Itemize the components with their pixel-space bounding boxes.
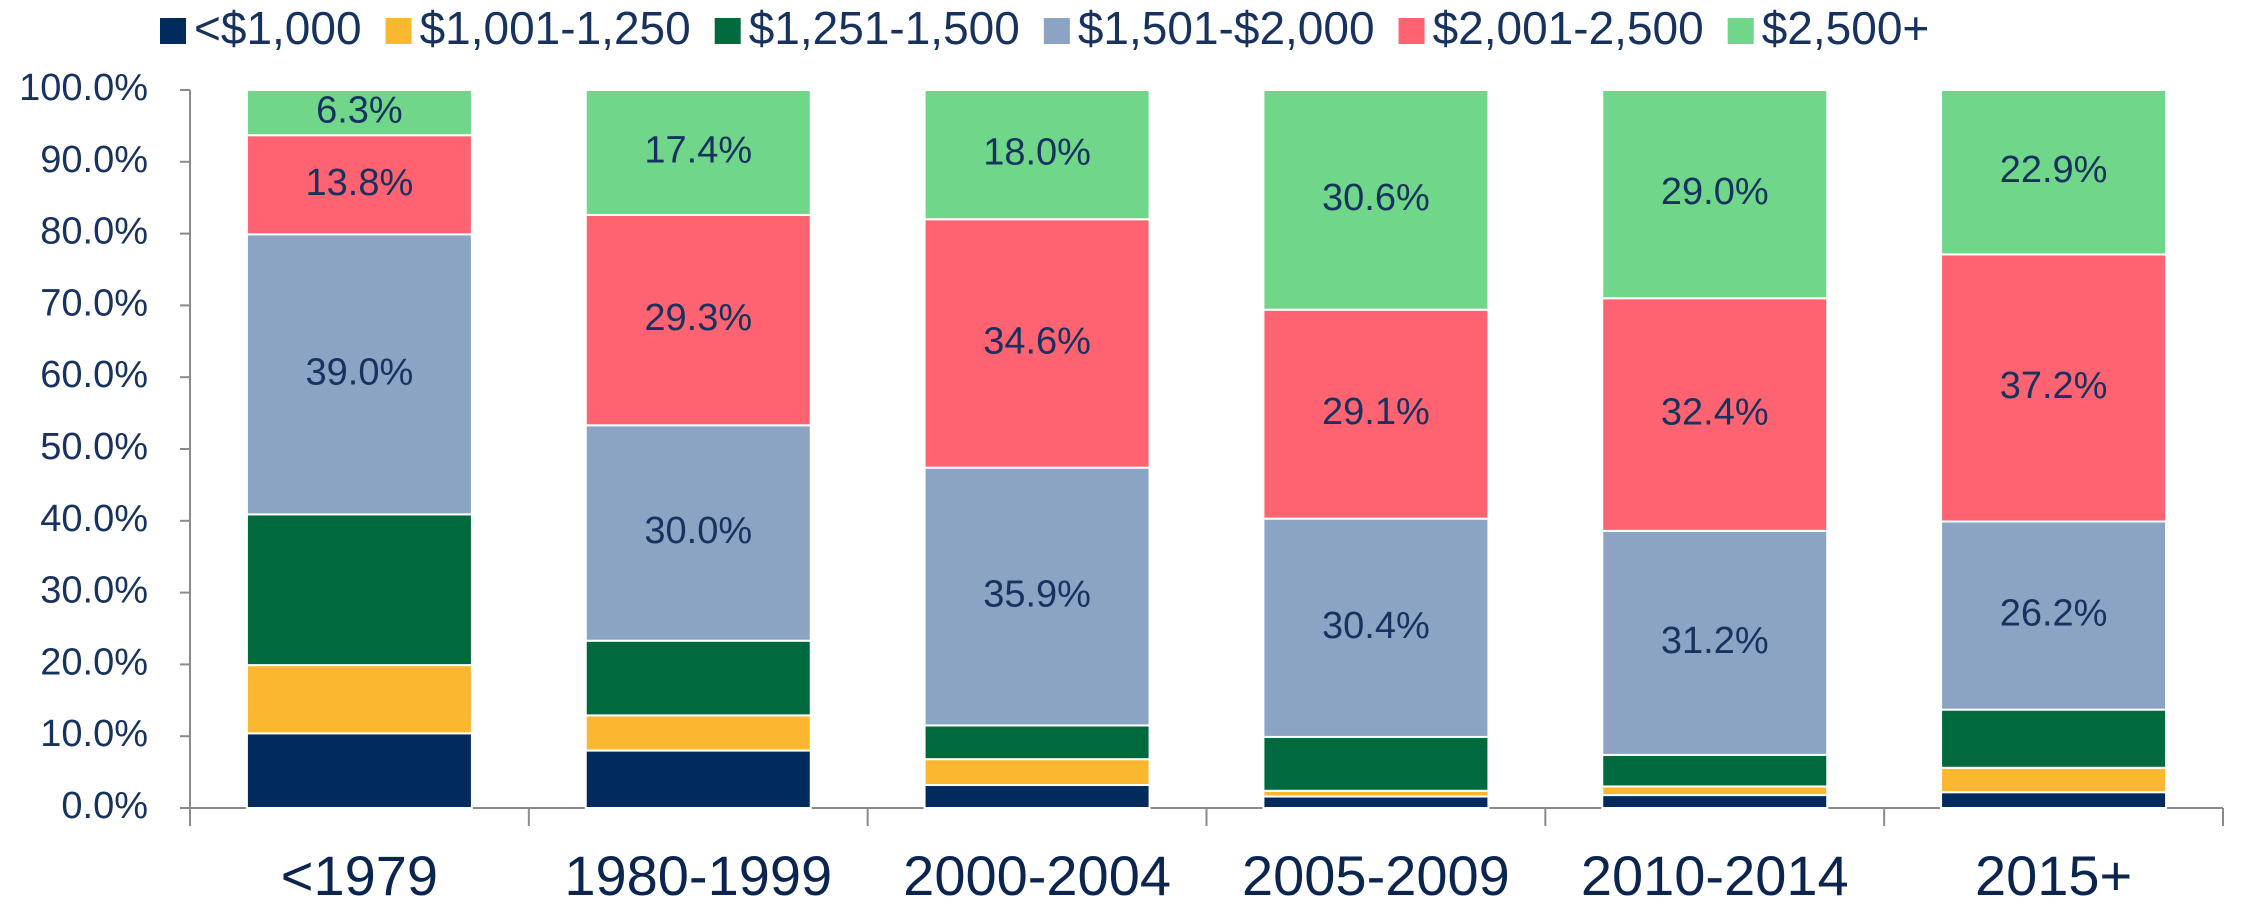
legend-swatch xyxy=(385,18,412,44)
data-label: 26.2% xyxy=(2000,593,2108,635)
bar-segment xyxy=(1940,89,2168,256)
bar-segment xyxy=(1601,89,1829,300)
data-label: 18.0% xyxy=(983,132,1091,174)
data-label: 29.0% xyxy=(1661,171,1769,213)
bar-segment xyxy=(245,233,473,516)
x-tick-label: 2000-2004 xyxy=(903,844,1171,907)
bar-segment xyxy=(923,89,1151,221)
y-tick-label: 30.0% xyxy=(40,570,148,612)
y-tick-label: 100.0% xyxy=(19,67,148,109)
y-tick-label: 70.0% xyxy=(40,282,148,324)
bar-segment xyxy=(245,89,473,137)
bar-segment xyxy=(1262,89,1490,311)
bar-segment xyxy=(923,218,1151,469)
data-label: 39.0% xyxy=(306,351,414,393)
y-tick-label: 60.0% xyxy=(40,354,148,396)
bar-segment xyxy=(1262,795,1490,810)
y-tick-label: 20.0% xyxy=(40,641,148,683)
bar-segment xyxy=(1601,794,1829,809)
bar-segment xyxy=(584,89,812,216)
data-label: 22.9% xyxy=(2000,149,2108,191)
y-tick-label: 80.0% xyxy=(40,211,148,253)
data-label: 30.0% xyxy=(644,510,752,552)
legend-label: $1,251-1,500 xyxy=(749,2,1020,54)
data-label: 32.4% xyxy=(1661,392,1769,434)
data-label: 34.6% xyxy=(983,320,1091,362)
bar-segment xyxy=(923,758,1151,787)
data-label: 13.8% xyxy=(306,162,414,204)
data-label: 35.9% xyxy=(983,574,1091,616)
data-label: 30.4% xyxy=(1322,605,1430,647)
data-label: 17.4% xyxy=(644,129,752,171)
bar-segment xyxy=(923,784,1151,809)
bar-segment xyxy=(245,732,473,809)
bar-segment xyxy=(1601,297,1829,532)
bar-segment xyxy=(245,513,473,667)
bar-segment xyxy=(584,749,812,809)
bar-segment xyxy=(1601,753,1829,788)
bar-segment xyxy=(1940,791,2168,809)
y-tick-label: 0.0% xyxy=(61,785,148,827)
bar-segment xyxy=(584,424,812,642)
data-label: 30.6% xyxy=(1322,177,1430,219)
y-tick-label: 10.0% xyxy=(40,713,148,755)
bar-segment xyxy=(245,134,473,236)
x-tick-label: 2005-2009 xyxy=(1242,844,1510,907)
legend-label: $2,500+ xyxy=(1762,2,1930,54)
bar-segment xyxy=(1262,517,1490,738)
legend-swatch xyxy=(1398,18,1425,44)
y-tick-label: 40.0% xyxy=(40,498,148,540)
legend-label: $1,501-$2,000 xyxy=(1078,2,1375,54)
bar-segment xyxy=(584,213,812,427)
legend-label: $1,001-1,250 xyxy=(420,2,691,54)
bar-segment xyxy=(1940,520,2168,711)
bar-segment xyxy=(584,639,812,717)
bar-segment xyxy=(1940,708,2168,769)
legend-label: <$1,000 xyxy=(194,2,362,54)
bar-segment xyxy=(1601,785,1829,797)
bar-segment xyxy=(584,714,812,752)
x-tick-label: 2010-2014 xyxy=(1581,844,1849,907)
bar-segment xyxy=(1262,308,1490,520)
bar-segment xyxy=(245,664,473,735)
data-label: 37.2% xyxy=(2000,365,2108,407)
bar-segment xyxy=(1262,735,1490,792)
y-tick-label: 50.0% xyxy=(40,426,148,468)
data-label: 29.3% xyxy=(644,297,752,339)
bar-segment xyxy=(1940,766,2168,794)
legend-swatch xyxy=(714,18,741,44)
x-tick-label: 2015+ xyxy=(1975,844,2132,907)
legend-swatch xyxy=(1727,18,1754,44)
bar-segment xyxy=(1601,529,1829,756)
legend-label: $2,001-2,500 xyxy=(1433,2,1704,54)
data-label: 31.2% xyxy=(1661,620,1769,662)
bar-segment xyxy=(923,466,1151,727)
legend-swatch xyxy=(160,18,186,44)
bar-segment xyxy=(923,724,1151,761)
data-label: 29.1% xyxy=(1322,391,1430,433)
x-tick-label: <1979 xyxy=(281,844,438,907)
y-tick-label: 90.0% xyxy=(40,139,148,181)
x-tick-label: 1980-1999 xyxy=(564,844,832,907)
legend-swatch xyxy=(1043,18,1070,44)
data-label: 6.3% xyxy=(316,90,403,132)
